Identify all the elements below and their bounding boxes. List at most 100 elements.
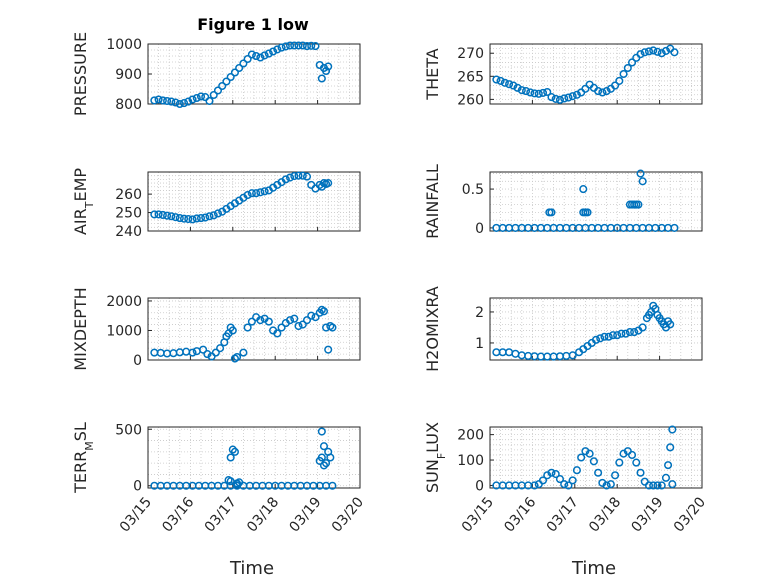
data-point [664,461,673,470]
data-point [611,81,620,90]
data-point [640,477,649,486]
data-point [235,63,244,73]
data-point [513,83,522,92]
data-point [564,93,573,102]
data-point [328,323,337,332]
data-point [543,87,552,97]
data-point [264,317,273,326]
y-axis-label: MIXDEPTH [71,287,90,370]
data-point [521,87,531,96]
data-point [260,51,269,60]
data-point [252,189,261,198]
data-point [218,81,227,91]
data-point [192,93,201,103]
data-point [307,180,316,189]
axes-box [489,43,703,105]
data-point [311,42,320,51]
x-tick-label: 03/19 [628,494,666,535]
data-point [636,50,645,59]
data-point [167,97,176,106]
data-point [163,349,172,358]
data-point [594,87,603,96]
data-point [154,210,163,219]
data-point [319,461,329,470]
data-point [581,84,590,93]
data-point [509,81,518,90]
data-point [661,46,671,55]
y-tick-label: 0.5 [462,182,484,198]
data-point [281,175,290,184]
data-point [209,211,218,220]
data-point [209,90,218,100]
y-axis-label: THETA [423,48,442,100]
data-point [555,95,565,104]
data-point [256,53,265,62]
data-point [551,469,560,479]
data-point [311,184,320,193]
data-point [583,208,592,217]
data-point [302,316,312,325]
data-point [596,334,605,343]
data-point [179,214,189,223]
data-point [188,215,197,224]
data-point [653,481,662,490]
y-axis-label: H2OMIXRA [423,286,442,372]
data-point [239,348,248,357]
data-point [657,481,666,490]
y-tick-label: 800 [115,97,142,113]
data-point [230,447,239,456]
data-point [232,352,242,362]
data-point [184,214,193,224]
subplot-6: 1 2 H2OMIXRA [423,286,703,372]
data-point [591,335,601,344]
data-point [627,58,637,67]
data-point [199,345,208,354]
data-point [524,351,533,361]
data-point [324,62,333,71]
data-point [530,89,539,98]
x-axis-label-right: Time [571,558,616,579]
y-tick-label: 265 [457,69,484,85]
data-point [230,68,239,77]
data-point [298,320,307,329]
y-tick-label: 2 [475,305,484,321]
axes-box [147,297,361,361]
data-point [311,313,320,322]
y-axis-label: RAINFALL [423,164,442,239]
subplot-7: 03/15 03/16 03/17 03/18 03/19 03/20 0 500 TERRMS… [71,422,367,535]
y-tick-label: 1 [475,336,484,352]
data-point [150,96,159,105]
data-point [226,477,235,486]
data-point [604,332,613,341]
y-axis-label: PRESSURE [71,32,90,116]
data-point [154,95,163,104]
data-point [201,93,210,102]
data-point [653,47,662,56]
data-point [277,323,286,332]
data-point [322,66,331,76]
data-point [538,88,548,97]
data-point [496,76,505,85]
data-point [638,323,647,332]
data-point [298,171,307,180]
data-point [167,212,176,221]
data-point [602,87,611,96]
data-point [577,453,586,462]
subplot-1: 800 900 1000 PRESSURE [71,32,361,116]
data-point [670,223,679,232]
x-tick-label: 03/20 [329,494,367,535]
data-point [319,442,329,451]
data-point [213,86,223,95]
data-point [534,89,543,98]
data-point [169,349,178,358]
data-point [632,458,641,467]
data-point [232,479,242,489]
subplot-3: 240 250 260 AIRTEMP [71,168,361,240]
y-tick-label: 0 [475,221,484,237]
data-point [163,211,172,220]
y-tick-label: 1000 [106,323,142,339]
data-point [324,179,333,188]
data-point [661,473,671,482]
data-point [668,480,677,489]
